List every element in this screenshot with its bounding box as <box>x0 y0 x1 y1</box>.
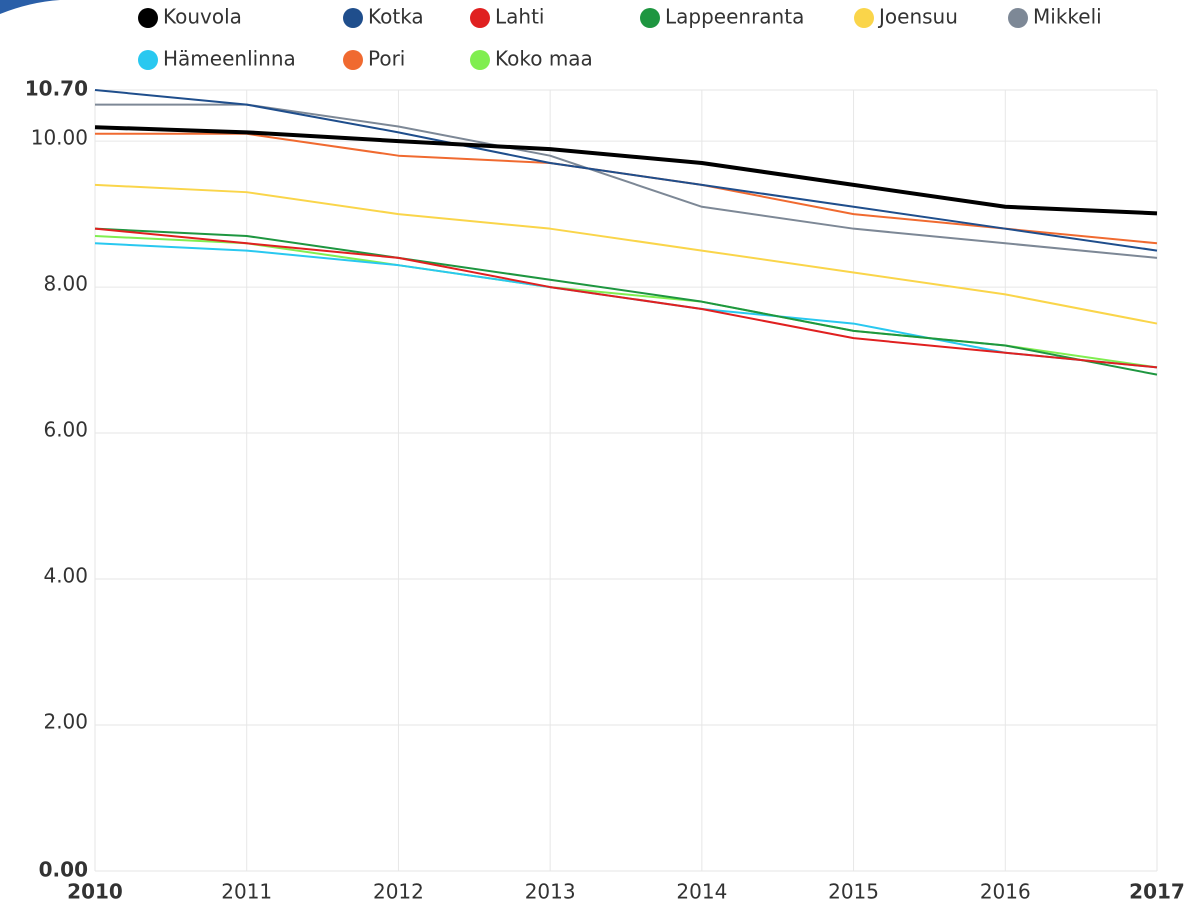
y-tick-label: 8.00 <box>43 272 88 296</box>
legend-label: Mikkeli <box>1033 5 1102 29</box>
series-line <box>94 242 1158 369</box>
legend-label: Pori <box>368 47 405 71</box>
series-line <box>94 89 1158 252</box>
x-tick-label: 2014 <box>676 880 727 904</box>
legend-marker <box>470 8 490 28</box>
legend-label: Lappeenranta <box>665 5 804 29</box>
legend-marker <box>470 50 490 70</box>
legend-label: Koko maa <box>495 47 593 71</box>
series-line <box>94 125 1158 216</box>
legend-marker <box>138 50 158 70</box>
series-line <box>95 103 1158 259</box>
legend-marker <box>343 8 363 28</box>
series-line <box>94 183 1158 325</box>
legend-label: Kouvola <box>163 5 242 29</box>
x-tick-label: 2013 <box>525 880 576 904</box>
corner-decoration <box>0 0 60 14</box>
x-tick-label: 2017 <box>1129 880 1185 904</box>
legend-marker <box>343 50 363 70</box>
legend-label: Joensuu <box>877 5 958 29</box>
y-tick-label: 0.00 <box>39 858 88 882</box>
y-tick-label: 10.70 <box>25 77 88 101</box>
legend-marker <box>854 8 874 28</box>
legend-marker <box>640 8 660 28</box>
legend-label: Hämeenlinna <box>163 47 296 71</box>
x-tick-label: 2012 <box>373 880 424 904</box>
x-tick-label: 2016 <box>980 880 1031 904</box>
x-tick-label: 2011 <box>221 880 272 904</box>
legend-marker <box>1008 8 1028 28</box>
y-tick-label: 6.00 <box>43 418 88 442</box>
legend-label: Kotka <box>368 5 424 29</box>
y-tick-label: 10.00 <box>31 126 88 150</box>
y-tick-label: 2.00 <box>43 710 88 734</box>
y-tick-label: 4.00 <box>43 564 88 588</box>
legend-marker <box>138 8 158 28</box>
series-line <box>94 234 1158 369</box>
series-line <box>94 227 1158 369</box>
x-tick-label: 2010 <box>67 880 123 904</box>
x-tick-label: 2015 <box>828 880 879 904</box>
legend-label: Lahti <box>495 5 544 29</box>
series-line <box>94 227 1158 376</box>
